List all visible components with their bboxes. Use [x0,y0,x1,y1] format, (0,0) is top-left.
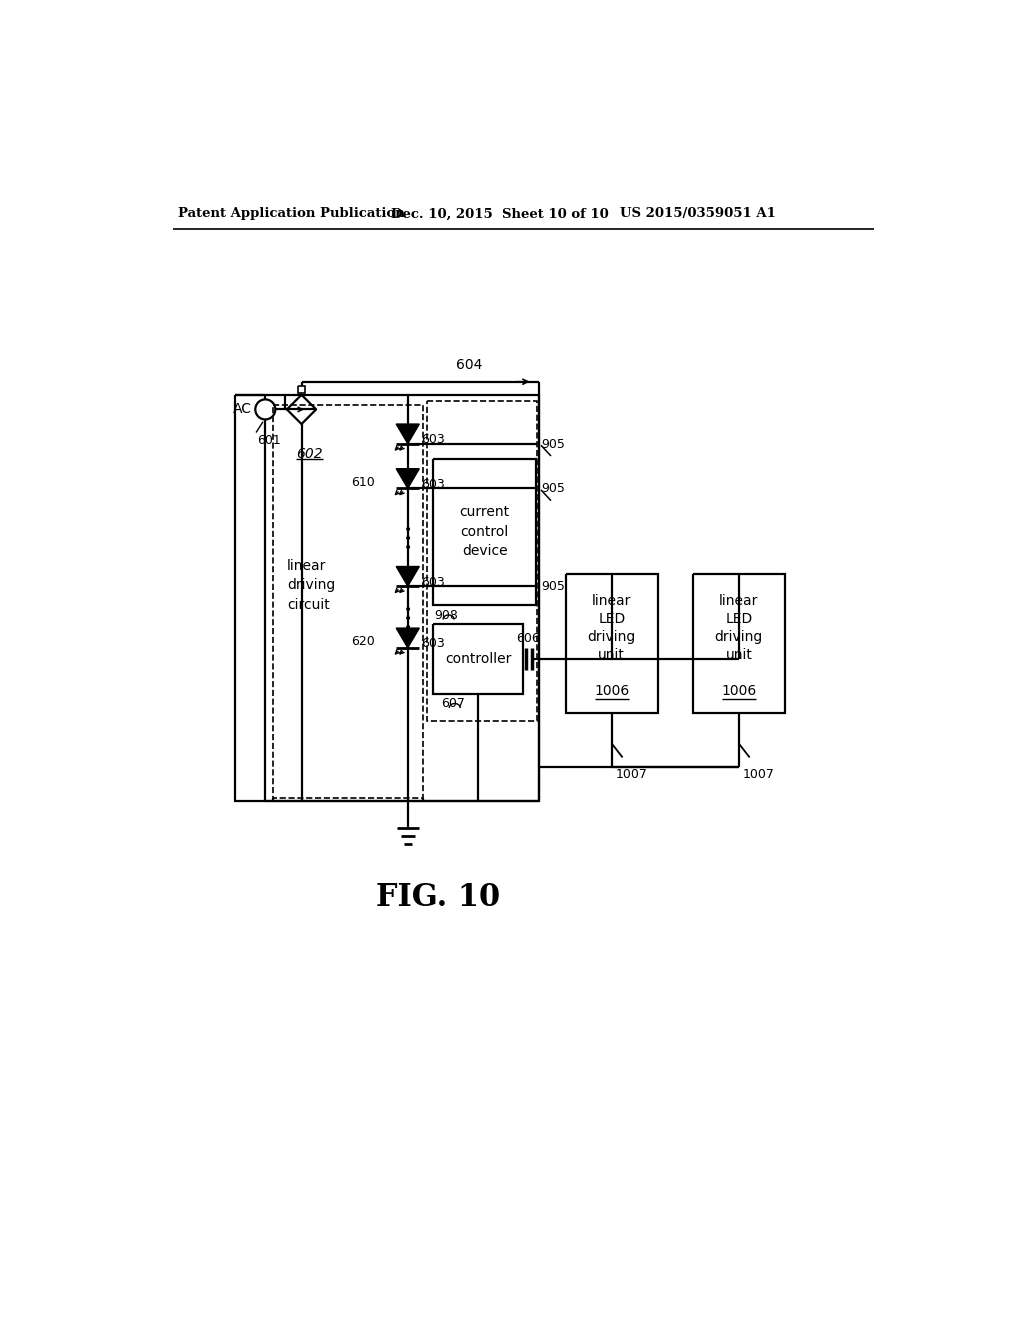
Text: controller: controller [445,652,511,665]
Text: 603: 603 [422,433,445,446]
Polygon shape [396,628,419,648]
Text: linear
driving
circuit: linear driving circuit [287,558,335,611]
Polygon shape [396,566,419,586]
Text: linear
LED
driving
unit: linear LED driving unit [588,594,636,661]
Text: 603: 603 [422,576,445,589]
Text: 603: 603 [422,478,445,491]
Text: 604: 604 [456,359,482,372]
Text: 607: 607 [441,697,465,710]
Text: •: • [403,622,412,635]
Text: 905: 905 [541,437,565,450]
Text: 610: 610 [351,477,375,490]
Text: FIG. 10: FIG. 10 [377,882,501,913]
Text: 606: 606 [516,632,540,645]
Text: Dec. 10, 2015  Sheet 10 of 10: Dec. 10, 2015 Sheet 10 of 10 [391,207,608,220]
Text: •: • [403,603,412,616]
Text: 603: 603 [422,638,445,651]
Text: •: • [403,612,412,626]
Text: 905: 905 [541,482,565,495]
Text: 1007: 1007 [742,768,774,781]
Text: current
control
device: current control device [460,506,510,558]
Text: 1007: 1007 [615,768,647,781]
Text: •: • [403,541,412,556]
Text: 1006: 1006 [594,684,630,698]
Text: 908: 908 [435,609,459,622]
Text: 601: 601 [258,434,282,447]
Text: Patent Application Publication: Patent Application Publication [178,207,406,220]
Text: 620: 620 [351,635,375,648]
Text: 602: 602 [296,447,323,461]
Polygon shape [396,469,419,488]
Text: linear
LED
driving
unit: linear LED driving unit [715,594,763,661]
Text: •: • [403,523,412,537]
Text: US 2015/0359051 A1: US 2015/0359051 A1 [621,207,776,220]
Text: •: • [403,532,412,546]
Text: 905: 905 [541,579,565,593]
Text: 1006: 1006 [721,684,757,698]
Text: AC: AC [233,401,252,416]
Polygon shape [396,424,419,444]
